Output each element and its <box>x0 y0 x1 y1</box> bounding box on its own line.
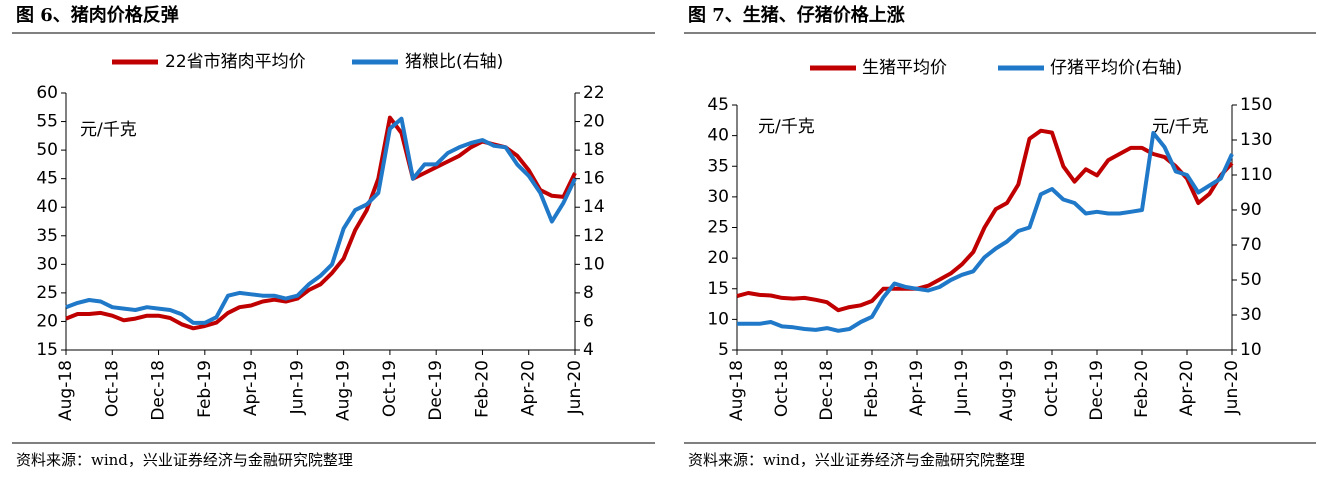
x-tick-label: Oct-19 <box>1042 360 1062 417</box>
y-tick-label: 20 <box>707 248 729 268</box>
y2-tick-label: 90 <box>1240 200 1262 220</box>
y2-tick-label: 150 <box>1240 95 1272 115</box>
x-tick-label: Aug-19 <box>997 360 1017 421</box>
x-tick-label: Aug-18 <box>56 360 76 421</box>
legend-label: 仔猪平均价(右轴) <box>1050 58 1182 78</box>
x-tick-label: Aug-18 <box>727 360 747 421</box>
x-tick-label: Oct-18 <box>772 360 792 417</box>
y-tick-label: 25 <box>707 218 729 238</box>
y2-tick-label: 30 <box>1240 305 1262 325</box>
y-tick-label: 15 <box>707 279 729 299</box>
y-tick-label: 25 <box>36 283 58 303</box>
y2-tick-label: 20 <box>583 112 605 132</box>
y2-tick-label: 4 <box>583 340 594 360</box>
x-tick-label: Apr-19 <box>241 360 261 416</box>
x-tick-label: Feb-19 <box>862 360 882 418</box>
y-tick-label: 45 <box>36 169 58 189</box>
y-tick-label: 45 <box>707 95 729 115</box>
y2-tick-label: 10 <box>1240 340 1262 360</box>
x-tick-label: Dec-19 <box>426 360 446 421</box>
x-tick-label: Jun-20 <box>565 360 585 415</box>
x-tick-label: Dec-18 <box>817 360 837 421</box>
y-tick-label: 50 <box>36 140 58 160</box>
chart-title: 图 7、生猪、仔猪价格上涨 <box>688 4 905 26</box>
y-tick-label: 55 <box>36 112 58 132</box>
y2-tick-label: 12 <box>583 226 605 246</box>
y-tick-label: 40 <box>36 197 58 217</box>
x-tick-label: Jun-19 <box>287 360 307 415</box>
source: 资料来源：wind，兴业证券经济与金融研究院整理 <box>16 451 353 469</box>
y2-tick-label: 22 <box>583 83 605 103</box>
x-tick-label: Aug-19 <box>334 360 354 421</box>
y2-tick-label: 18 <box>583 140 605 160</box>
y2-tick-label: 50 <box>1240 270 1262 290</box>
x-tick-label: Feb-19 <box>195 360 215 418</box>
series-line <box>65 116 577 325</box>
x-tick-label: Jun-20 <box>1222 360 1242 415</box>
y-tick-label: 35 <box>36 226 58 246</box>
y2-tick-label: 16 <box>583 169 605 189</box>
y2-tick-label: 110 <box>1240 165 1272 185</box>
y2-tick-label: 8 <box>583 283 594 303</box>
legend-label: 22省市猪肉平均价 <box>165 52 306 72</box>
unit-note: 元/千克 <box>1152 117 1209 137</box>
series-line <box>65 115 577 331</box>
unit-note: 元/千克 <box>80 120 137 140</box>
x-tick-label: Oct-19 <box>380 360 400 417</box>
y-tick-label: 30 <box>36 254 58 274</box>
series-line <box>736 128 1234 313</box>
y2-tick-label: 14 <box>583 197 605 217</box>
x-tick-label: Jun-19 <box>952 360 972 415</box>
y-tick-label: 10 <box>707 309 729 329</box>
y-tick-label: 5 <box>718 340 729 360</box>
legend-label: 生猪平均价 <box>862 58 947 78</box>
y2-tick-label: 10 <box>583 254 605 274</box>
y-tick-label: 20 <box>36 311 58 331</box>
x-tick-label: Apr-20 <box>519 360 539 416</box>
x-tick-label: Oct-18 <box>102 360 122 417</box>
y-tick-label: 40 <box>707 126 729 146</box>
y2-tick-label: 130 <box>1240 130 1272 150</box>
x-tick-label: Feb-20 <box>1132 360 1152 418</box>
y2-tick-label: 70 <box>1240 235 1262 255</box>
x-tick-label: Apr-20 <box>1177 360 1197 416</box>
series-line <box>737 131 1234 333</box>
x-tick-label: Dec-18 <box>149 360 169 421</box>
y-tick-label: 30 <box>707 187 729 207</box>
y2-tick-label: 6 <box>583 311 594 331</box>
y-tick-label: 15 <box>36 340 58 360</box>
y-tick-label: 60 <box>36 83 58 103</box>
unit-note: 元/千克 <box>758 117 815 137</box>
x-tick-label: Feb-20 <box>472 360 492 418</box>
source: 资料来源：wind，兴业证券经济与金融研究院整理 <box>688 451 1025 469</box>
y-tick-label: 35 <box>707 156 729 176</box>
chart-title: 图 6、猪肉价格反弹 <box>16 4 179 26</box>
x-tick-label: Apr-19 <box>907 360 927 416</box>
x-tick-label: Dec-19 <box>1087 360 1107 421</box>
legend-label: 猪粮比(右轴) <box>405 52 503 72</box>
